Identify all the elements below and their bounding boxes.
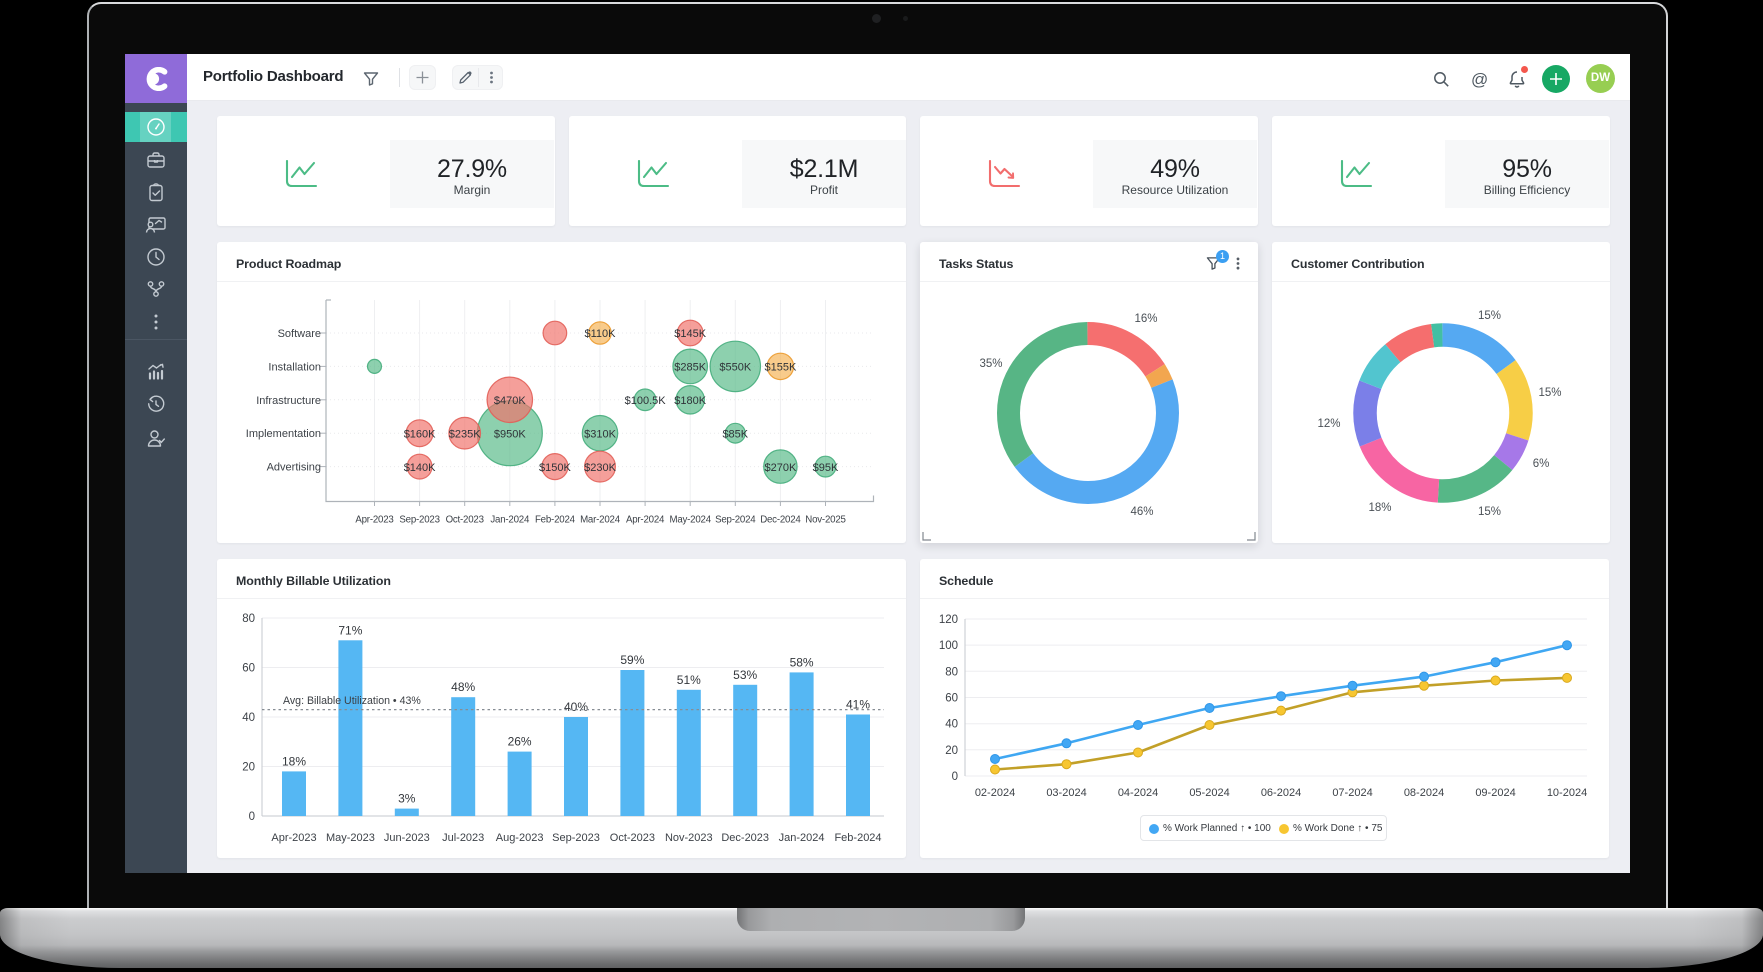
svg-text:71%: 71% [338, 623, 362, 637]
svg-text:48%: 48% [451, 680, 475, 694]
svg-text:Dec-2023: Dec-2023 [721, 832, 769, 844]
svg-text:Infrastructure: Infrastructure [256, 395, 321, 407]
svg-text:Oct-2023: Oct-2023 [446, 515, 484, 526]
svg-text:$310K: $310K [584, 428, 616, 440]
svg-text:Nov-2023: Nov-2023 [665, 832, 713, 844]
svg-text:May-2024: May-2024 [669, 515, 711, 526]
svg-text:04-2024: 04-2024 [1118, 787, 1158, 799]
svg-text:$155K: $155K [764, 362, 796, 374]
svg-text:07-2024: 07-2024 [1332, 787, 1372, 799]
svg-text:Aug-2023: Aug-2023 [496, 832, 544, 844]
svg-text:35%: 35% [979, 358, 1002, 370]
svg-text:59%: 59% [620, 653, 644, 667]
svg-text:53%: 53% [733, 668, 757, 682]
svg-text:Nov-2025: Nov-2025 [805, 515, 845, 526]
svg-text:08-2024: 08-2024 [1404, 787, 1444, 799]
svg-text:46%: 46% [1130, 506, 1153, 518]
svg-text:Apr-2023: Apr-2023 [355, 515, 393, 526]
svg-text:Jan-2024: Jan-2024 [490, 515, 530, 526]
svg-text:80: 80 [945, 666, 958, 678]
svg-text:6%: 6% [1533, 458, 1550, 470]
svg-text:Mar-2024: Mar-2024 [580, 515, 621, 526]
svg-text:0: 0 [952, 771, 958, 783]
svg-text:$95K: $95K [813, 462, 839, 474]
svg-text:40: 40 [945, 719, 958, 731]
svg-text:16%: 16% [1134, 313, 1157, 325]
svg-text:$140K: $140K [404, 462, 436, 474]
svg-text:Oct-2023: Oct-2023 [610, 832, 655, 844]
svg-text:Dec-2024: Dec-2024 [760, 515, 801, 526]
svg-text:Software: Software [278, 328, 321, 340]
svg-text:120: 120 [939, 614, 958, 626]
svg-text:$235K: $235K [449, 428, 481, 440]
svg-text:Apr-2024: Apr-2024 [626, 515, 665, 526]
svg-text:Jan-2024: Jan-2024 [779, 832, 825, 844]
svg-text:41%: 41% [846, 698, 870, 712]
svg-text:02-2024: 02-2024 [975, 787, 1015, 799]
svg-text:$100.5K: $100.5K [625, 395, 667, 407]
svg-text:Avg: Billable Utilization • 43: Avg: Billable Utilization • 43% [283, 695, 421, 707]
svg-text:80: 80 [242, 613, 255, 625]
svg-text:$150K: $150K [539, 462, 571, 474]
svg-text:26%: 26% [508, 735, 532, 749]
svg-text:15%: 15% [1478, 310, 1501, 322]
svg-text:15%: 15% [1538, 387, 1561, 399]
svg-text:100: 100 [939, 640, 958, 652]
svg-text:12%: 12% [1317, 418, 1340, 430]
svg-text:51%: 51% [677, 673, 701, 687]
svg-text:60: 60 [242, 663, 255, 675]
svg-text:20: 20 [242, 762, 255, 774]
svg-text:$470K: $470K [494, 395, 526, 407]
svg-text:Jul-2023: Jul-2023 [442, 832, 484, 844]
svg-text:$270K: $270K [764, 462, 796, 474]
svg-text:$160K: $160K [404, 428, 436, 440]
svg-text:$285K: $285K [674, 362, 706, 374]
svg-text:Sep-2023: Sep-2023 [552, 832, 600, 844]
svg-text:Apr-2023: Apr-2023 [271, 832, 316, 844]
svg-text:May-2023: May-2023 [326, 832, 375, 844]
svg-text:Feb-2024: Feb-2024 [535, 515, 576, 526]
svg-text:60: 60 [945, 693, 958, 705]
svg-text:05-2024: 05-2024 [1189, 787, 1229, 799]
svg-text:$180K: $180K [674, 395, 706, 407]
svg-text:$950K: $950K [494, 428, 526, 440]
svg-text:Feb-2024: Feb-2024 [834, 832, 881, 844]
svg-text:06-2024: 06-2024 [1261, 787, 1301, 799]
svg-text:0: 0 [249, 811, 255, 823]
svg-text:58%: 58% [790, 655, 814, 669]
svg-text:Implementation: Implementation [246, 428, 321, 440]
svg-text:18%: 18% [1368, 502, 1391, 514]
svg-text:15%: 15% [1478, 506, 1501, 518]
svg-text:$85K: $85K [722, 428, 748, 440]
svg-text:Advertising: Advertising [267, 462, 321, 474]
svg-text:$145K: $145K [674, 328, 706, 340]
svg-text:03-2024: 03-2024 [1046, 787, 1086, 799]
svg-text:Jun-2023: Jun-2023 [384, 832, 430, 844]
svg-text:$110K: $110K [585, 328, 617, 340]
svg-text:Sep-2024: Sep-2024 [715, 515, 756, 526]
svg-text:40%: 40% [564, 700, 588, 714]
svg-text:$230K: $230K [584, 462, 616, 474]
svg-text:10-2024: 10-2024 [1547, 787, 1587, 799]
svg-text:$550K: $550K [719, 362, 751, 374]
svg-text:20: 20 [945, 745, 958, 757]
svg-text:Sep-2023: Sep-2023 [399, 515, 439, 526]
svg-text:09-2024: 09-2024 [1475, 787, 1515, 799]
svg-text:Installation: Installation [268, 361, 321, 373]
svg-text:3%: 3% [398, 792, 416, 806]
svg-text:18%: 18% [282, 754, 306, 768]
svg-text:40: 40 [242, 712, 255, 724]
